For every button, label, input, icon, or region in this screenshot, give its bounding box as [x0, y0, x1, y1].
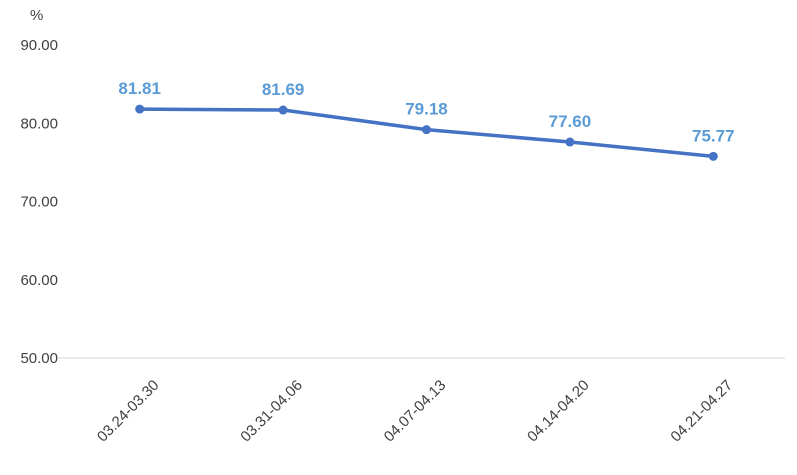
data-point-label: 81.69 — [262, 80, 305, 99]
x-axis-tick-label: 04.14-04.20 — [524, 377, 593, 446]
y-axis-tick-label: 50.00 — [20, 350, 58, 367]
y-axis-tick-label: 60.00 — [20, 272, 58, 289]
x-axis-tick-label: 03.31-04.06 — [237, 377, 306, 446]
data-point-marker — [708, 151, 718, 161]
x-axis-tick-label: 04.21-04.27 — [667, 377, 736, 446]
data-label-layer: 81.81 81.69 79.18 77.60 75.77 — [118, 79, 734, 145]
y-axis-tick-label: 80.00 — [20, 115, 58, 132]
data-point-marker — [422, 125, 431, 135]
y-axis-tick-label: 70.00 — [20, 194, 58, 211]
data-point-label: 79.18 — [405, 100, 448, 119]
data-point-label: 77.60 — [549, 112, 592, 131]
data-point-marker — [565, 137, 575, 147]
data-point-label: 81.81 — [118, 79, 161, 98]
series-layer — [135, 104, 718, 161]
data-point-marker — [135, 104, 145, 114]
data-point-label: 75.77 — [692, 126, 735, 145]
x-axis-tick-label: 03.24-03.30 — [94, 377, 163, 446]
axis-layer: 90.00 80.00 70.00 60.00 50.00 03.24-03.30 03.3… — [20, 37, 785, 445]
data-point-marker — [278, 105, 288, 115]
x-axis-tick-label: 04.07-04.13 — [381, 377, 450, 446]
y-axis-unit-label: % — [30, 7, 43, 24]
y-axis-tick-label: 90.00 — [20, 37, 58, 54]
